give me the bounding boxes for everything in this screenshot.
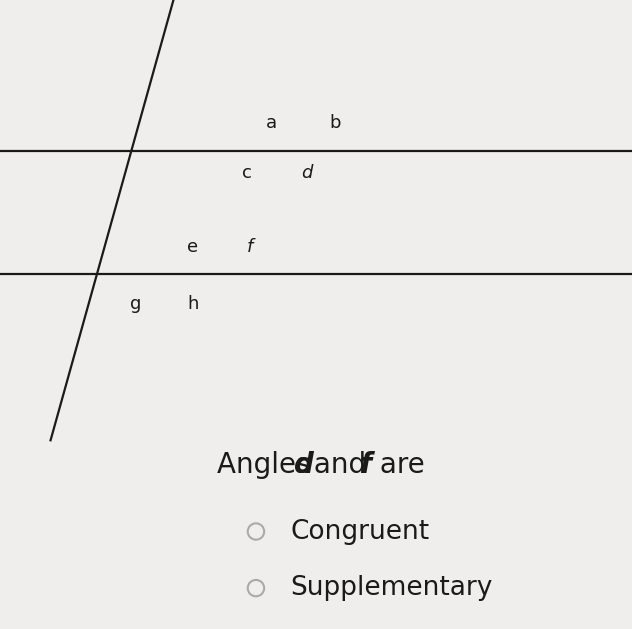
Text: are: are <box>371 452 425 479</box>
Text: g: g <box>130 295 142 313</box>
Text: a: a <box>266 114 277 131</box>
Text: b: b <box>329 114 341 131</box>
Text: f: f <box>360 452 372 479</box>
Text: e: e <box>187 238 198 256</box>
Text: f: f <box>246 238 253 256</box>
Text: Congruent: Congruent <box>291 518 430 545</box>
Text: d: d <box>301 164 312 182</box>
Text: Supplementary: Supplementary <box>291 575 493 601</box>
Text: d: d <box>294 452 314 479</box>
Text: Angles: Angles <box>217 452 319 479</box>
Text: h: h <box>187 295 198 313</box>
Text: c: c <box>241 164 252 182</box>
Text: and: and <box>305 452 375 479</box>
